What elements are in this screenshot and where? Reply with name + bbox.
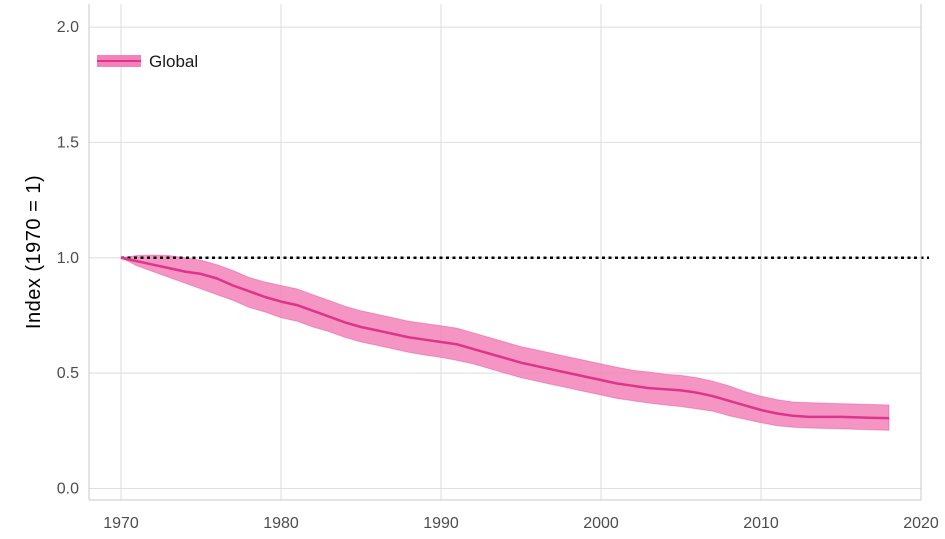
x-tick-label: 1990 [423, 515, 459, 532]
x-tick-labels: 1970 1980 1990 2000 2010 2020 [103, 515, 939, 532]
y-tick-label: 0.5 [57, 365, 79, 382]
confidence-band-layer [119, 254, 890, 431]
series-line-0[interactable] [120, 256, 890, 420]
confidence-band-series-0 [119, 254, 890, 431]
y-tick-labels: 0.0 0.5 1.0 1.5 2.0 [57, 19, 79, 497]
legend[interactable]: Global [97, 52, 198, 71]
y-axis-title: Index (1970 = 1) [23, 175, 45, 329]
legend-label-global: Global [149, 52, 198, 71]
x-tick-label: 1970 [103, 515, 139, 532]
y-tick-label: 0.0 [57, 480, 79, 497]
x-tick-label: 2010 [743, 515, 779, 532]
x-tick-label: 1980 [263, 515, 299, 532]
y-tick-label: 2.0 [57, 19, 79, 36]
plot-frame [88, 4, 922, 501]
x-tick-label: 2000 [583, 515, 619, 532]
x-tick-label: 2020 [903, 515, 939, 532]
y-tick-label: 1.5 [57, 134, 79, 151]
series-line-layer [120, 256, 890, 420]
y-tick-label: 1.0 [57, 250, 79, 267]
